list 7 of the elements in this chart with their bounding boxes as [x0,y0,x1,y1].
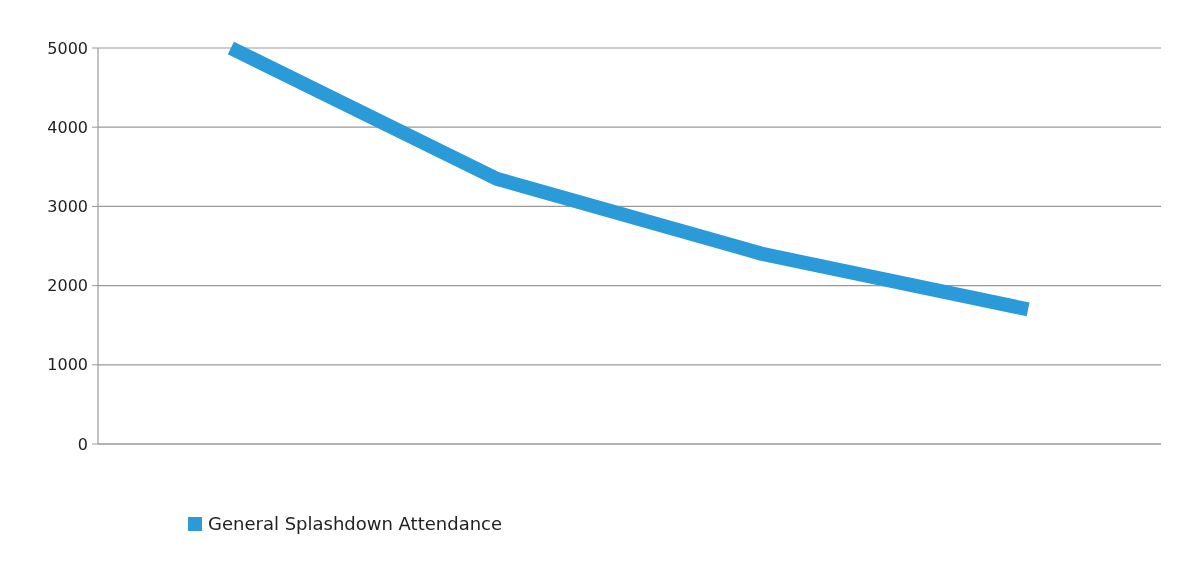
y-tick-label: 4000 [47,117,88,137]
legend-label: General Splashdown Attendance [208,513,503,535]
y-tick-label: 1000 [47,355,88,375]
y-tick-label: 0 [77,434,88,454]
y-tick-label: 3000 [47,197,88,216]
y-tick-label: 5000 [47,38,88,58]
y-tick-label: 2000 [47,276,88,296]
